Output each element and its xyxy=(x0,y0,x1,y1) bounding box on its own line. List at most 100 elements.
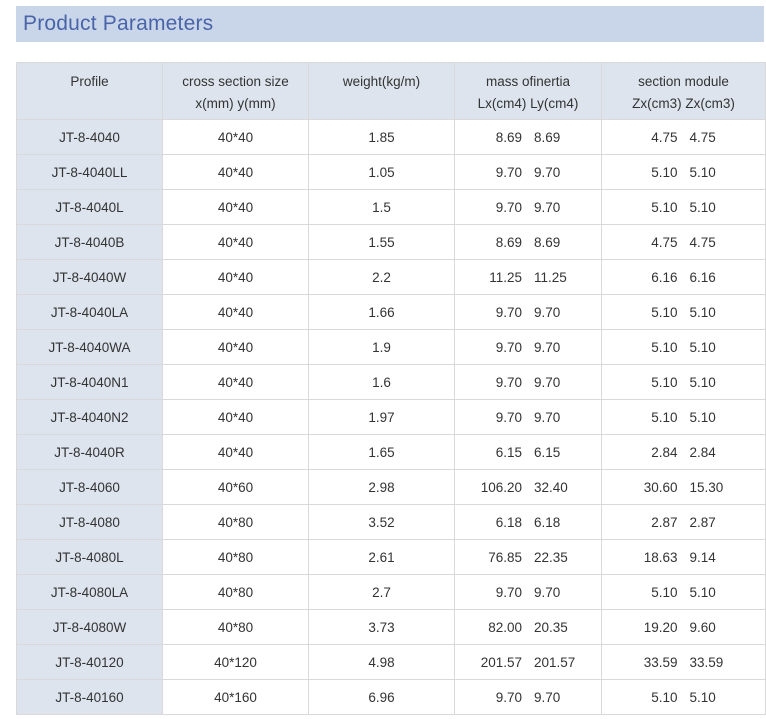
table-row: JT-8-4040LA 40*40 1.66 9.70 9.70 5.10 5.10 xyxy=(16,294,766,330)
cell-mass-of-inertia-first: 201.57 xyxy=(480,654,522,670)
cell-section-module-first: 5.10 xyxy=(651,339,678,355)
cell-weight: 1.55 xyxy=(308,224,455,260)
cell-weight: 2.98 xyxy=(308,469,455,505)
cell-cross-section-size: 40*40 xyxy=(162,399,309,435)
cell-section-module: 33.59 33.59 xyxy=(601,644,766,680)
cell-mass-of-inertia-second: 20.35 xyxy=(534,619,568,635)
cell-section-module-second: 2.87 xyxy=(689,514,716,530)
cell-section-module: 5.10 5.10 xyxy=(601,154,766,190)
cell-mass-of-inertia: 106.20 32.40 xyxy=(454,469,602,505)
table-row: JT-8-40160 40*160 6.96 9.70 9.70 5.10 5.10 xyxy=(16,679,766,715)
cell-mass-of-inertia-second: 22.35 xyxy=(534,549,568,565)
cell-section-module-second: 5.10 xyxy=(689,584,716,600)
cell-section-module-second: 15.30 xyxy=(689,479,724,495)
cell-weight: 1.9 xyxy=(308,329,455,365)
cell-profile: JT-8-4060 xyxy=(16,469,163,505)
cell-weight: 1.65 xyxy=(308,434,455,470)
table-row: JT-8-4040B 40*40 1.55 8.69 8.69 4.75 4.75 xyxy=(16,224,766,260)
cell-mass-of-inertia: 9.70 9.70 xyxy=(454,189,602,225)
cell-section-module-second: 5.10 xyxy=(689,374,716,390)
cell-section-module-first: 5.10 xyxy=(651,374,678,390)
table-row: JT-8-4040LL 40*40 1.05 9.70 9.70 5.10 5.10 xyxy=(16,154,766,190)
cell-section-module: 5.10 5.10 xyxy=(601,364,766,400)
table-row: JT-8-4040WA 40*40 1.9 9.70 9.70 5.10 5.10 xyxy=(16,329,766,365)
cell-section-module-first: 19.20 xyxy=(643,619,678,635)
cell-mass-of-inertia-second: 9.70 xyxy=(534,584,561,600)
table-row: JT-8-4080 40*80 3.52 6.18 6.18 2.87 2.87 xyxy=(16,504,766,540)
cell-mass-of-inertia-first: 8.69 xyxy=(495,129,522,145)
cell-mass-of-inertia-first: 9.70 xyxy=(495,339,522,355)
cell-section-module: 2.87 2.87 xyxy=(601,504,766,540)
cell-section-module-second: 5.10 xyxy=(689,339,716,355)
cell-section-module: 4.75 4.75 xyxy=(601,224,766,260)
cell-weight: 1.6 xyxy=(308,364,455,400)
cell-mass-of-inertia: 6.18 6.18 xyxy=(454,504,602,540)
cell-section-module-second: 2.84 xyxy=(689,444,716,460)
cell-cross-section-size: 40*40 xyxy=(162,189,309,225)
cell-mass-of-inertia-first: 76.85 xyxy=(488,549,522,565)
table-row: JT-8-4080W 40*80 3.73 82.00 20.35 19.20 9.60 xyxy=(16,609,766,645)
cell-mass-of-inertia-second: 11.25 xyxy=(534,269,567,285)
table-row: JT-8-4040L 40*40 1.5 9.70 9.70 5.10 5.10 xyxy=(16,189,766,225)
cell-section-module-first: 18.63 xyxy=(643,549,678,565)
header-weight: weight(kg/m) xyxy=(308,62,455,120)
cell-section-module-second: 4.75 xyxy=(689,129,716,145)
cell-weight: 1.5 xyxy=(308,189,455,225)
cell-mass-of-inertia-first: 9.70 xyxy=(495,584,522,600)
header-section-module: section module Zx(cm3) Zx(cm3) xyxy=(601,62,766,120)
cell-profile: JT-8-4080 xyxy=(16,504,163,540)
cell-weight: 4.98 xyxy=(308,644,455,680)
cell-cross-section-size: 40*40 xyxy=(162,224,309,260)
cell-section-module: 5.10 5.10 xyxy=(601,294,766,330)
cell-mass-of-inertia-first: 9.70 xyxy=(495,374,522,390)
cell-profile: JT-8-4040N1 xyxy=(16,364,163,400)
cell-section-module: 5.10 5.10 xyxy=(601,189,766,225)
cell-cross-section-size: 40*40 xyxy=(162,434,309,470)
cell-section-module-first: 30.60 xyxy=(643,479,678,495)
cell-section-module-first: 2.87 xyxy=(651,514,678,530)
cell-section-module-second: 5.10 xyxy=(689,164,716,180)
cell-section-module-first: 5.10 xyxy=(651,164,678,180)
table-header-row: Profile cross section size x(mm) y(mm) w… xyxy=(16,62,766,120)
cell-mass-of-inertia: 9.70 9.70 xyxy=(454,574,602,610)
cell-profile: JT-8-4080L xyxy=(16,539,163,575)
cell-mass-of-inertia: 9.70 9.70 xyxy=(454,679,602,715)
table-row: JT-8-4080L 40*80 2.61 76.85 22.35 18.63 9.14 xyxy=(16,539,766,575)
cell-section-module-second: 6.16 xyxy=(689,269,716,285)
cell-cross-section-size: 40*60 xyxy=(162,469,309,505)
cell-section-module: 5.10 5.10 xyxy=(601,679,766,715)
cell-weight: 1.97 xyxy=(308,399,455,435)
cell-mass-of-inertia-first: 9.70 xyxy=(495,689,522,705)
cell-weight: 1.66 xyxy=(308,294,455,330)
cell-section-module: 5.10 5.10 xyxy=(601,399,766,435)
cell-section-module: 18.63 9.14 xyxy=(601,539,766,575)
cell-mass-of-inertia-first: 8.69 xyxy=(495,234,522,250)
cell-section-module-second: 5.10 xyxy=(689,199,716,215)
cell-mass-of-inertia-first: 6.15 xyxy=(495,444,522,460)
cell-mass-of-inertia: 9.70 9.70 xyxy=(454,399,602,435)
cell-section-module: 30.60 15.30 xyxy=(601,469,766,505)
cell-section-module-first: 33.59 xyxy=(643,654,678,670)
cell-section-module: 4.75 4.75 xyxy=(601,119,766,155)
cell-mass-of-inertia-first: 82.00 xyxy=(488,619,522,635)
cell-cross-section-size: 40*40 xyxy=(162,364,309,400)
cell-profile: JT-8-4040 xyxy=(16,119,163,155)
cell-mass-of-inertia-second: 201.57 xyxy=(534,654,576,670)
header-mass-of-inertia: mass ofinertia Lx(cm4) Ly(cm4) xyxy=(454,62,602,120)
cell-profile: JT-8-4040LL xyxy=(16,154,163,190)
cell-section-module-second: 4.75 xyxy=(689,234,716,250)
cell-mass-of-inertia: 8.69 8.69 xyxy=(454,119,602,155)
cell-mass-of-inertia: 11.25 11.25 xyxy=(454,259,602,295)
cell-mass-of-inertia-second: 32.40 xyxy=(534,479,568,495)
cell-cross-section-size: 40*120 xyxy=(162,644,309,680)
cell-mass-of-inertia: 8.69 8.69 xyxy=(454,224,602,260)
cell-section-module: 19.20 9.60 xyxy=(601,609,766,645)
header-profile: Profile xyxy=(16,62,163,120)
cell-profile: JT-8-4040LA xyxy=(16,294,163,330)
cell-section-module-first: 5.10 xyxy=(651,584,678,600)
cell-mass-of-inertia: 82.00 20.35 xyxy=(454,609,602,645)
cell-mass-of-inertia-first: 9.70 xyxy=(495,304,522,320)
cell-profile: JT-8-4040L xyxy=(16,189,163,225)
table-row: JT-8-4060 40*60 2.98 106.20 32.40 30.60 15.30 xyxy=(16,469,766,505)
cell-section-module-first: 5.10 xyxy=(651,409,678,425)
